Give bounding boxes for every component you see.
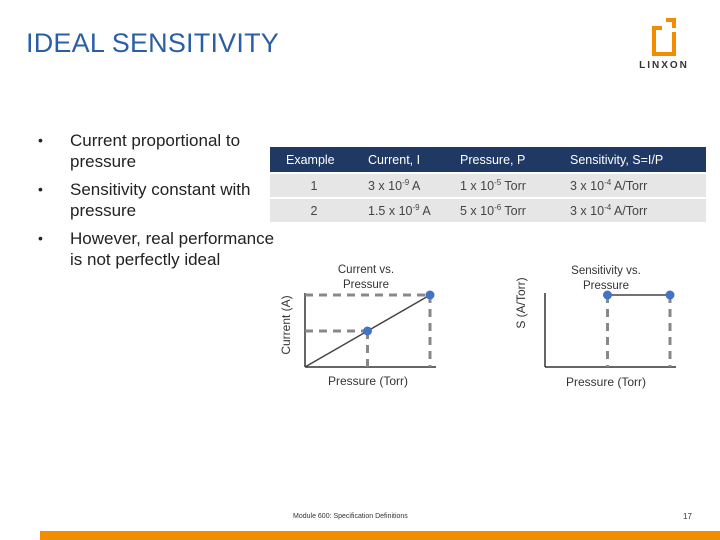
graph1-ylabel: Current (A)	[279, 295, 293, 355]
bullet-dot-icon: •	[38, 181, 43, 197]
footer-accent-bar	[40, 531, 720, 540]
logo-text: LINXON	[639, 60, 689, 71]
bullet-item: • Current proportional to pressure	[38, 131, 241, 171]
graph1-title: Current vs. Pressure	[337, 264, 395, 291]
graph2-ylabel: S (A/Torr)	[514, 277, 528, 329]
table-header-row: Example Current, I Pressure, P Sensitivi…	[270, 147, 706, 172]
bullet-dot-icon: •	[38, 132, 43, 148]
linxon-logo: LINXON	[636, 16, 692, 76]
header-example: Example	[270, 147, 358, 172]
cell-example: 2	[270, 199, 358, 222]
footer-text: Module 600: Specification Definitions	[293, 513, 408, 520]
graph2-xlabel: Pressure (Torr)	[566, 375, 647, 389]
slide-title: IDEAL SENSITIVITY	[26, 28, 279, 58]
current-vs-pressure-graph	[304, 290, 436, 368]
header-pressure: Pressure, P	[450, 147, 560, 172]
logo-mark-icon	[652, 18, 676, 56]
bullet-list: • Current proportional to pressure • Sensi…	[36, 130, 276, 277]
graph2-data-point	[603, 290, 612, 300]
graph1-xlabel: Pressure (Torr)	[328, 374, 409, 388]
graph1-data-point	[363, 326, 372, 336]
sensitivity-table: Example Current, I Pressure, P Sensitivi…	[270, 145, 706, 224]
cell-sensitivity: 3 x 10-4 A/Torr	[560, 174, 706, 197]
cell-current: 1.5 x 10-9 A	[358, 199, 450, 222]
cell-pressure: 1 x 10-5 Torr	[450, 174, 560, 197]
cell-sensitivity: 3 x 10-4 A/Torr	[560, 199, 706, 222]
header-current: Current, I	[358, 147, 450, 172]
bullet-item: • Sensitivity constant with pressure	[38, 180, 251, 220]
bullet-dot-icon: •	[38, 230, 43, 246]
table-row: 2 1.5 x 10-9 A 5 x 10-6 Torr 3 x 10-4 A/…	[270, 199, 706, 222]
bullet-item: • However, real performance is not perfec…	[38, 229, 275, 269]
page-number: 17	[683, 512, 692, 521]
cell-example: 1	[270, 174, 358, 197]
sensitivity-vs-pressure-graph	[544, 290, 676, 368]
cell-pressure: 5 x 10-6 Torr	[450, 199, 560, 222]
table-row: 1 3 x 10-9 A 1 x 10-5 Torr 3 x 10-4 A/To…	[270, 174, 706, 197]
graph2-title: Sensitivity vs. Pressure	[571, 265, 641, 292]
graph2-data-point	[665, 290, 675, 300]
graph1-data-point	[425, 290, 435, 300]
cell-current: 3 x 10-9 A	[358, 174, 450, 197]
header-sensitivity: Sensitivity, S=I/P	[560, 147, 706, 172]
